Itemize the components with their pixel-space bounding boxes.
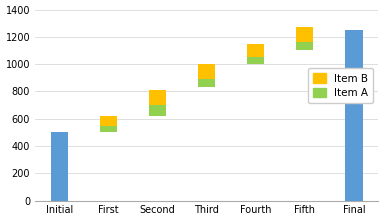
Legend: Item B, Item A: Item B, Item A [308, 68, 373, 103]
Bar [100, 116, 117, 126]
Bar [247, 44, 265, 57]
Bar [247, 57, 265, 64]
Bar [198, 79, 215, 87]
Bar [296, 42, 313, 50]
Bar [198, 64, 215, 79]
Bar [100, 126, 117, 132]
Bar [345, 30, 362, 201]
Bar [51, 132, 68, 201]
Bar [149, 105, 166, 116]
Bar [296, 27, 313, 42]
Bar [149, 90, 166, 105]
